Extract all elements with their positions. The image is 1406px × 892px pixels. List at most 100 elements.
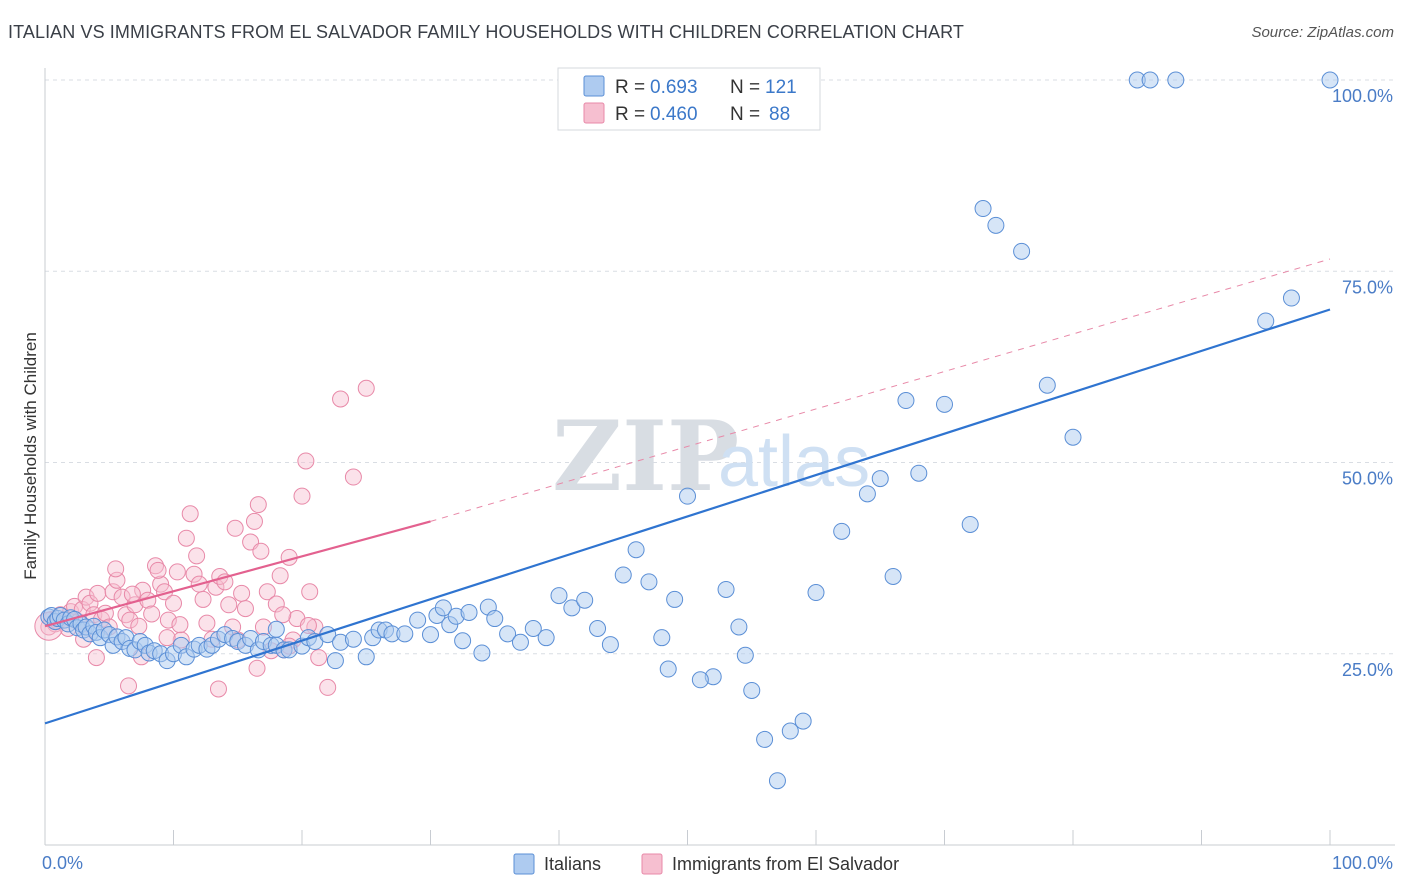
italian-point xyxy=(858,485,876,503)
italian-point xyxy=(756,730,774,748)
elsalvador-point xyxy=(152,575,170,593)
y-tick-label: 50.0% xyxy=(1342,469,1393,489)
y-tick-label: 75.0% xyxy=(1342,277,1393,297)
elsalvador-point xyxy=(274,606,292,624)
elsalvador-point xyxy=(89,584,107,602)
elsalvador-point xyxy=(143,605,161,623)
legend-n-value-elsalvador: 88 xyxy=(769,104,790,125)
italian-point xyxy=(486,610,504,628)
italian-point xyxy=(473,644,491,662)
elsalvador-point xyxy=(130,617,148,635)
italian-point xyxy=(614,566,632,584)
italian-point xyxy=(961,515,979,533)
elsalvador-point xyxy=(120,677,138,695)
italian-point xyxy=(422,626,439,644)
elsalvador-point xyxy=(168,563,186,581)
italian-point xyxy=(326,652,344,670)
italian-point xyxy=(1282,289,1300,307)
italian-point xyxy=(454,632,472,650)
italian-point xyxy=(499,625,517,643)
axes xyxy=(44,68,1395,846)
elsalvador-point xyxy=(319,678,337,696)
italian-point xyxy=(409,611,427,629)
italian-point xyxy=(1013,242,1031,260)
legend-r-label-2: R = xyxy=(615,104,645,125)
legend-n-value-italians: 121 xyxy=(765,77,797,98)
italian-point xyxy=(1167,71,1185,89)
elsalvador-point xyxy=(147,557,165,575)
italian-point xyxy=(1257,312,1275,330)
trend-lines xyxy=(44,258,1331,725)
chart-title: ITALIAN VS IMMIGRANTS FROM EL SALVADOR F… xyxy=(8,22,964,42)
bottom-legend-swatch-elsalvador xyxy=(641,853,663,875)
italian-point xyxy=(768,772,786,790)
italian-point xyxy=(730,618,748,636)
elsalvador-point xyxy=(171,616,189,634)
elsalvador-point xyxy=(226,519,244,537)
elsalvador-point xyxy=(236,600,254,618)
italian-point xyxy=(691,671,709,689)
elsalvador-point xyxy=(258,583,276,601)
italian-point xyxy=(807,584,825,602)
elsalvador-point xyxy=(220,596,238,614)
elsalvador-point xyxy=(252,542,270,560)
elsalvador-point xyxy=(249,496,267,514)
source-label: Source: ZipAtlas.com xyxy=(1251,24,1394,41)
italian-point xyxy=(563,599,581,617)
y-tick-label: 25.0% xyxy=(1342,660,1393,680)
elsalvador-point xyxy=(194,590,212,608)
italian-point xyxy=(987,216,1005,234)
italian-point xyxy=(1038,376,1056,394)
elsalvador-point xyxy=(271,567,289,585)
legend-n-label: N = xyxy=(730,77,760,98)
italian-point xyxy=(640,573,658,591)
italians-trend-line xyxy=(44,308,1331,725)
elsalvador-point xyxy=(332,390,350,408)
elsalvador-point xyxy=(134,581,152,599)
legend-r-label: R = xyxy=(615,77,645,98)
italian-point xyxy=(910,464,928,482)
italian-point xyxy=(653,629,671,647)
bottom-legend: Italians Immigrants from El Salvador xyxy=(513,853,899,875)
italian-point xyxy=(1321,71,1339,89)
italian-point xyxy=(743,681,761,699)
italian-point xyxy=(871,470,889,488)
elsalvador-point xyxy=(198,614,216,632)
italian-point xyxy=(1064,428,1082,446)
italian-point xyxy=(736,646,754,664)
italian-point xyxy=(357,648,375,666)
watermark: ZIP atlas xyxy=(552,400,870,513)
elsalvador-point xyxy=(344,468,362,486)
legend-r-value-elsalvador: 0.460 xyxy=(650,104,698,125)
watermark-atlas: atlas xyxy=(718,422,870,502)
elsalvador-point xyxy=(310,649,328,667)
y-tick-label: 100.0% xyxy=(1332,86,1393,106)
italian-point xyxy=(974,200,992,218)
italian-point xyxy=(897,392,915,410)
italian-point xyxy=(601,636,619,654)
italian-point xyxy=(884,567,902,585)
elsalvador-point xyxy=(181,505,199,523)
watermark-zip: ZIP xyxy=(552,400,739,513)
italian-point xyxy=(659,660,677,678)
elsalvador-point xyxy=(107,560,125,578)
elsalvador-point xyxy=(245,512,263,530)
italian-point xyxy=(434,599,452,617)
italian-point xyxy=(666,590,684,608)
italian-point xyxy=(511,633,529,651)
elsalvador-point xyxy=(301,583,319,601)
italian-point xyxy=(537,629,555,647)
italian-point xyxy=(794,712,812,730)
italian-point xyxy=(267,620,285,638)
y-axis-title: Family Households with Children xyxy=(21,332,40,580)
italian-point xyxy=(524,620,542,638)
grid xyxy=(45,79,1395,655)
elsalvador-point xyxy=(177,529,195,547)
elsalvador-point xyxy=(185,565,203,583)
elsalvador-point xyxy=(165,594,182,612)
bottom-legend-label-italians: Italians xyxy=(544,854,601,874)
bottom-legend-label-elsalvador: Immigrants from El Salvador xyxy=(672,854,899,874)
legend-swatch-elsalvador xyxy=(583,102,605,124)
x-tick-label-max: 100.0% xyxy=(1332,853,1393,873)
